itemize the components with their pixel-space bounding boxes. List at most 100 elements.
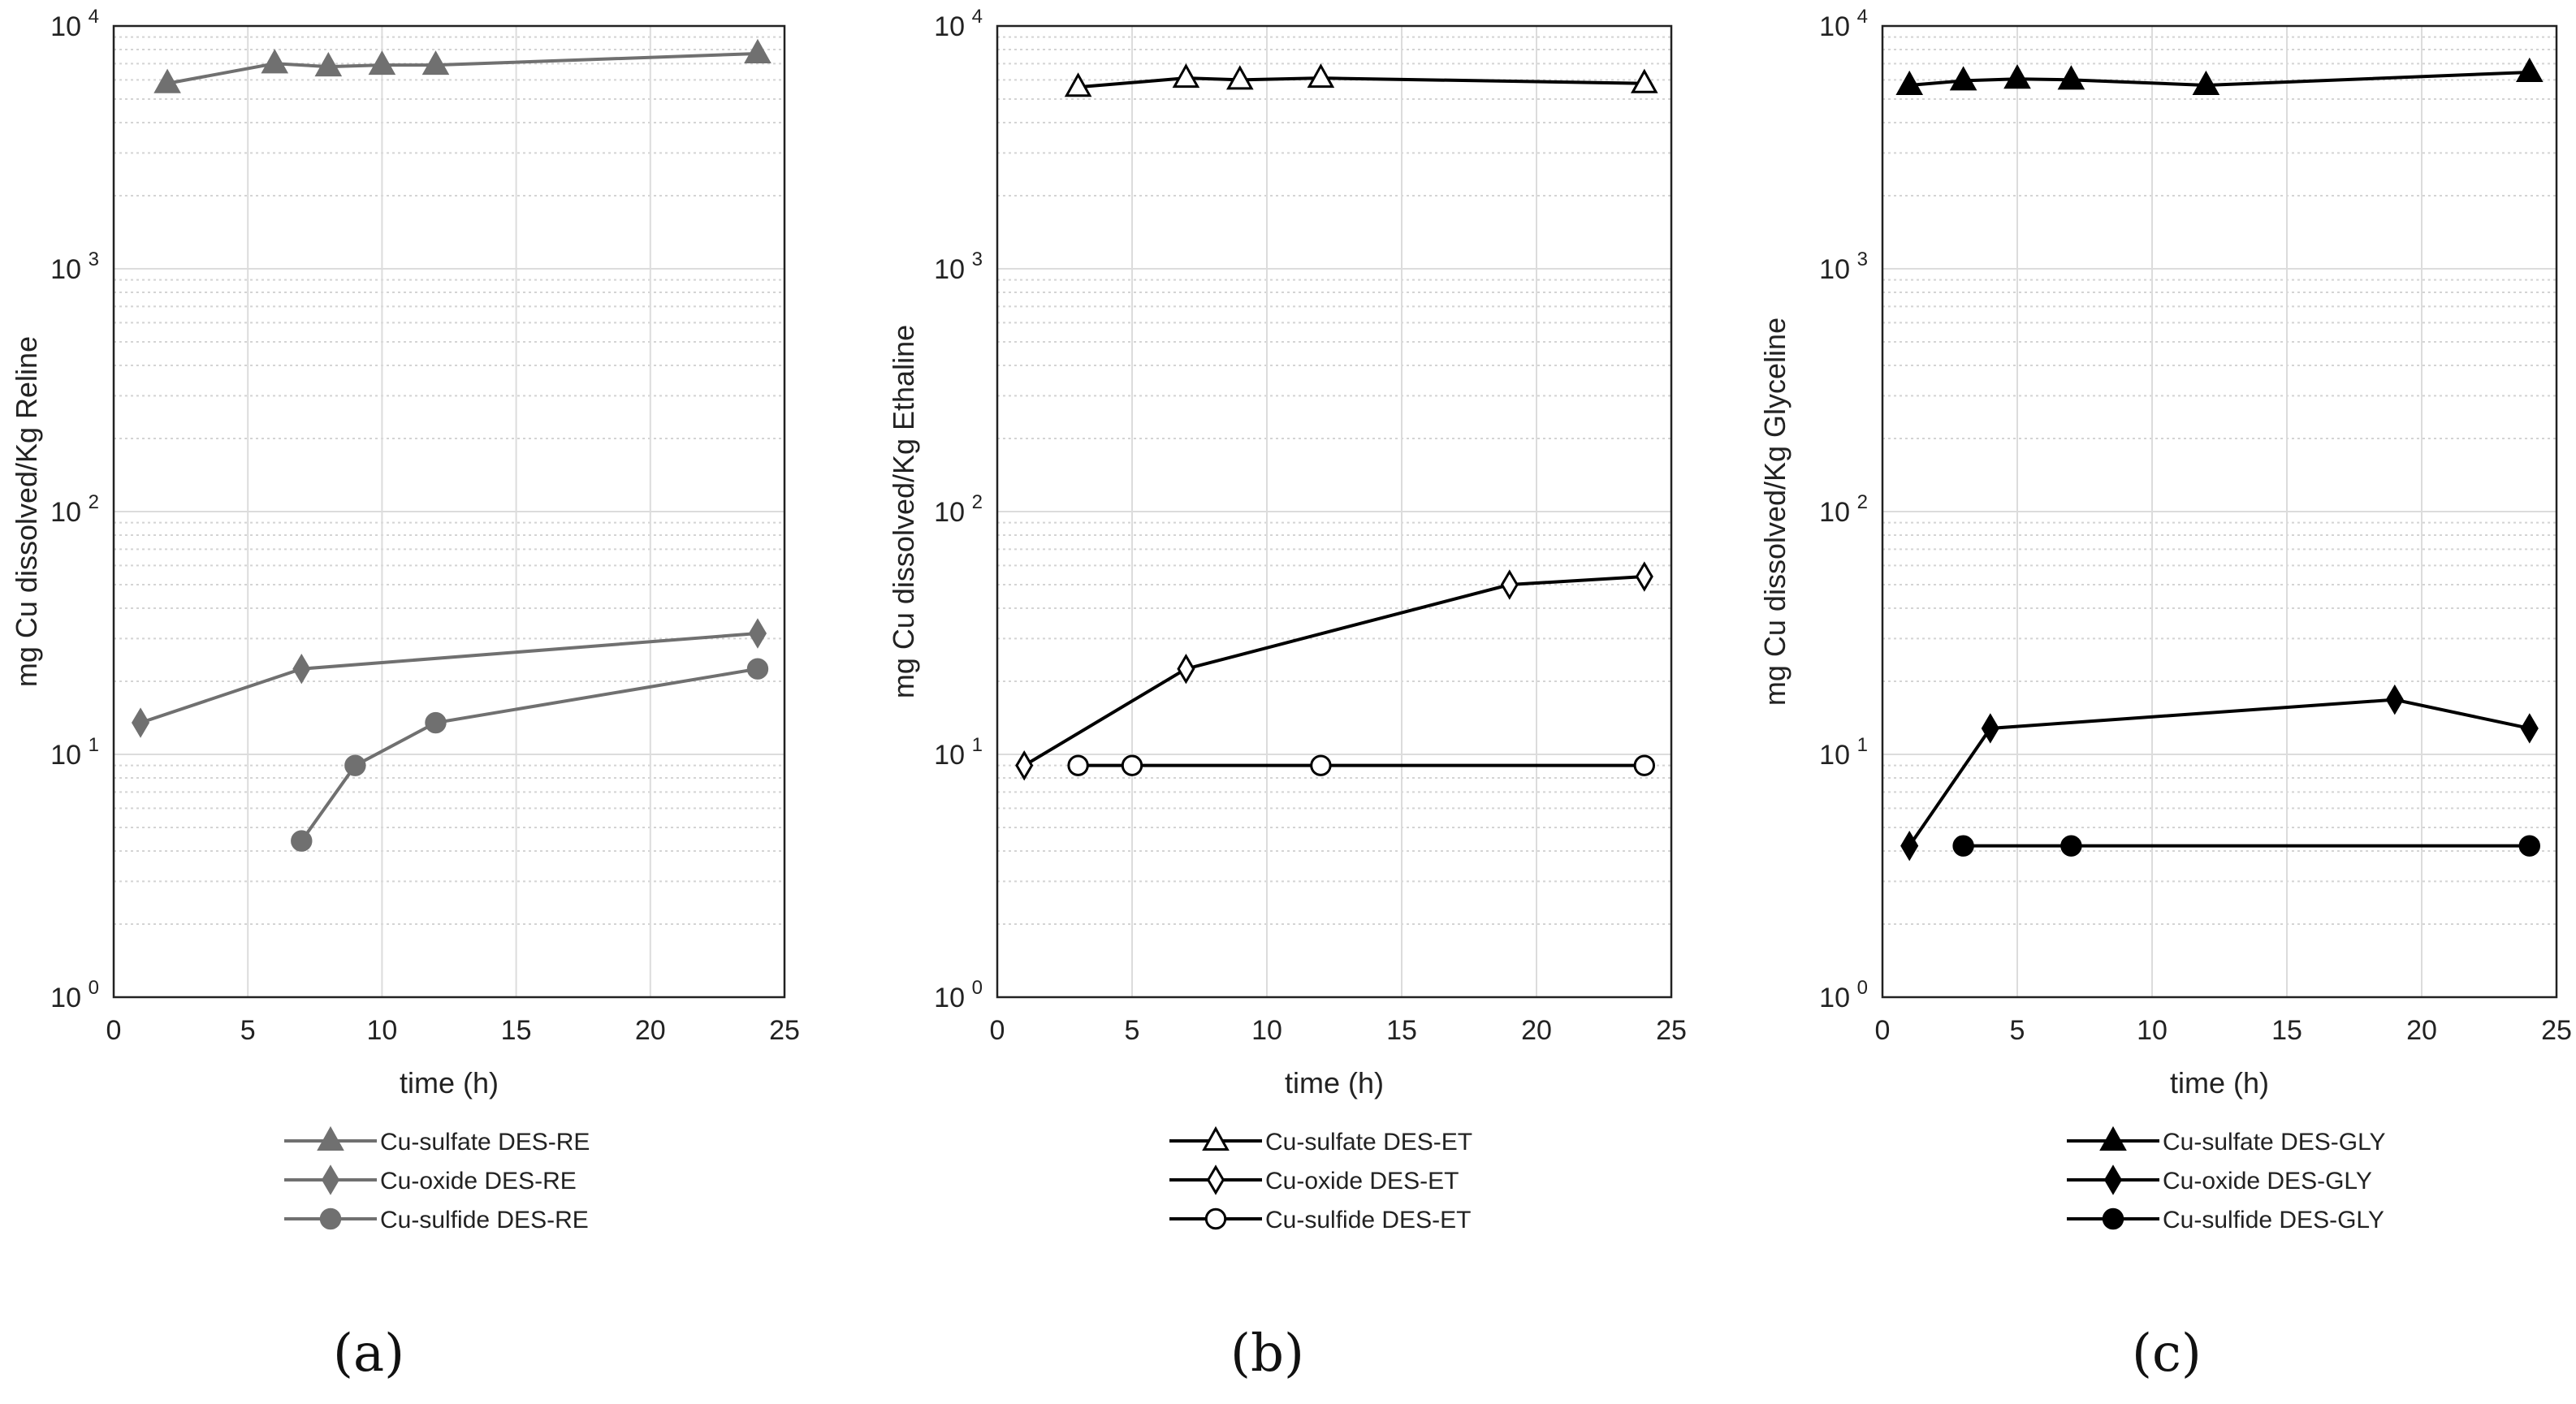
y-tick-exponent: 0 — [1857, 977, 1868, 999]
data-point — [291, 830, 313, 852]
y-tick-exponent: 1 — [1857, 734, 1868, 756]
x-tick-label: 25 — [1656, 1015, 1687, 1046]
legend-entry: Cu-oxide DES-GLY — [2067, 1164, 2372, 1195]
y-axis-label: mg Cu dissolved/Kg Reline — [10, 336, 43, 687]
y-axis-label: mg Cu dissolved/Kg Ethaline — [887, 325, 920, 698]
plot-frame — [112, 24, 786, 999]
legend-marker — [317, 1125, 344, 1151]
y-tick-label: 10 — [50, 983, 81, 1013]
legend-marker — [2099, 1125, 2127, 1151]
x-tick-label: 20 — [2406, 1015, 2437, 1046]
legend-label: Cu-oxide DES-GLY — [2163, 1168, 2372, 1194]
x-tick-label: 15 — [2271, 1015, 2302, 1046]
x-tick-label: 5 — [2010, 1015, 2025, 1046]
series-line — [166, 51, 759, 85]
y-tick-label: 10 — [934, 11, 965, 42]
y-tick-label: 10 — [50, 497, 81, 528]
y-tick-exponent: 1 — [972, 734, 983, 756]
y-tick-exponent: 3 — [89, 248, 99, 270]
series-diamond — [1015, 561, 1653, 781]
data-point — [425, 711, 447, 734]
legend-entry: Cu-sulfate DES-ET — [1169, 1125, 1472, 1156]
legend-entry: Cu-sulfide DES-RE — [284, 1207, 589, 1233]
legend-entry: Cu-oxide DES-RE — [284, 1164, 577, 1195]
series-line — [1909, 70, 2530, 87]
data-point — [1310, 754, 1332, 776]
x-tick-label: 10 — [2137, 1015, 2168, 1046]
data-point — [2003, 64, 2031, 89]
x-tick-label: 20 — [1521, 1015, 1552, 1046]
data-point — [2520, 713, 2539, 744]
series-circle — [1952, 835, 2541, 857]
legend-entry: Cu-sulfide DES-GLY — [2067, 1207, 2384, 1233]
y-tick-exponent: 3 — [972, 248, 983, 270]
y-tick-exponent: 1 — [89, 734, 99, 756]
data-point — [1015, 750, 1034, 781]
data-point — [153, 68, 181, 93]
y-tick-label: 10 — [934, 254, 965, 285]
legend-marker — [1202, 1125, 1230, 1151]
data-point — [1064, 72, 1092, 97]
legend-entry: Cu-sulfide DES-ET — [1169, 1207, 1471, 1233]
chart-panel-a: 0 5 10 15 20 25 10 0 10 1 10 2 10 3 10 4 time (h) mg Cu d… — [10, 6, 800, 1233]
data-point — [131, 707, 150, 738]
y-tick-label: 10 — [1819, 11, 1850, 42]
data-point — [421, 50, 450, 76]
y-axis-label: mg Cu dissolved/Kg Glyceline — [1758, 318, 1792, 706]
data-point — [1635, 561, 1653, 592]
legend-entry: Cu-oxide DES-ET — [1169, 1164, 1459, 1195]
data-point — [2060, 835, 2082, 857]
legend-entry: Cu-sulfate DES-RE — [284, 1125, 590, 1156]
data-point — [261, 49, 289, 74]
data-point — [1500, 569, 1519, 600]
legend-marker — [2102, 1207, 2124, 1230]
legend-label: Cu-sulfide DES-ET — [1265, 1207, 1471, 1233]
panel-label-a: (a) — [333, 1324, 405, 1384]
legend-marker — [2103, 1164, 2123, 1195]
data-point — [1633, 754, 1656, 776]
y-tick-exponent: 0 — [972, 977, 983, 999]
legend-label: Cu-sulfate DES-GLY — [2163, 1129, 2386, 1156]
y-tick-exponent: 2 — [89, 491, 99, 513]
legend-marker — [321, 1164, 340, 1195]
x-tick-label: 10 — [1251, 1015, 1282, 1046]
data-point — [1981, 713, 1999, 744]
chart-panel-c: 0 5 10 15 20 25 10 0 10 1 10 2 10 3 10 4 time (h) mg Cu d… — [1758, 6, 2572, 1233]
data-point — [1177, 653, 1195, 685]
y-tick-label: 10 — [50, 740, 81, 771]
series-triangle — [153, 38, 772, 93]
data-point — [1630, 68, 1658, 93]
data-point — [1949, 66, 1977, 91]
data-point — [1121, 754, 1143, 776]
y-tick-exponent: 4 — [89, 6, 99, 28]
x-tick-label: 5 — [1125, 1015, 1140, 1046]
x-axis-label: time (h) — [400, 1066, 499, 1099]
x-tick-label: 0 — [106, 1015, 122, 1046]
y-tick-exponent: 2 — [1857, 491, 1868, 513]
data-point — [2192, 70, 2220, 95]
x-axis-label: time (h) — [2170, 1066, 2269, 1099]
x-tick-label: 0 — [1875, 1015, 1891, 1046]
data-point — [344, 754, 366, 776]
x-tick-label: 0 — [990, 1015, 1005, 1046]
plot-frame — [996, 24, 1673, 999]
plot-frame — [1881, 24, 2558, 999]
y-tick-label: 10 — [50, 11, 81, 42]
y-tick-label: 10 — [934, 740, 965, 771]
series-triangle — [1064, 63, 1658, 97]
series-diamond — [131, 618, 767, 738]
data-point — [292, 653, 311, 685]
data-point — [2515, 57, 2544, 82]
y-tick-exponent: 4 — [972, 6, 983, 28]
x-tick-label: 25 — [2541, 1015, 2572, 1046]
x-tick-label: 25 — [769, 1015, 800, 1046]
chart-panel-b: 0 5 10 15 20 25 10 0 10 1 10 2 10 3 10 4 time (h) mg Cu d… — [887, 6, 1687, 1233]
data-point — [1307, 63, 1335, 89]
data-point — [1952, 835, 1974, 857]
series-circle — [291, 658, 769, 852]
data-point — [1067, 754, 1089, 776]
x-tick-label: 15 — [1386, 1015, 1417, 1046]
y-tick-exponent: 4 — [1857, 6, 1868, 28]
panel-label-c: (c) — [2132, 1324, 2202, 1384]
series-line — [1023, 575, 1645, 767]
